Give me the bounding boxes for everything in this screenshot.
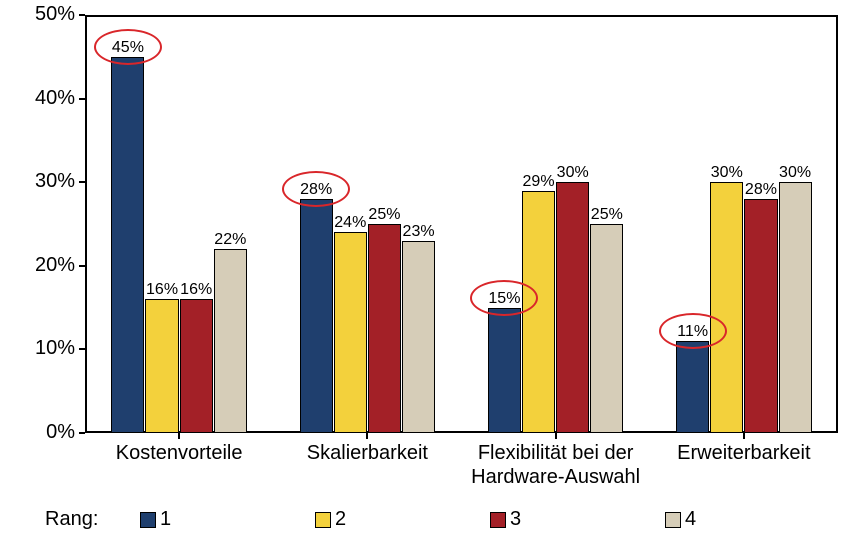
bar-value-label: 25%: [364, 206, 404, 224]
bar-rang-1: [676, 341, 709, 433]
bar-value-label: 30%: [553, 164, 593, 182]
y-axis-label: 10%: [23, 337, 75, 360]
bar-rang-4: [779, 182, 812, 433]
bar-rang-2: [145, 299, 178, 433]
y-axis-tick: [79, 348, 85, 350]
y-axis-label: 40%: [23, 87, 75, 110]
y-axis-tick: [79, 14, 85, 16]
x-axis-tick: [178, 433, 180, 439]
highlight-ellipse: [94, 29, 162, 65]
y-axis-tick: [79, 265, 85, 267]
y-axis-label: 30%: [23, 170, 75, 193]
legend-label: 4: [685, 508, 696, 531]
bar-rang-2: [334, 232, 367, 433]
y-axis-label: 50%: [23, 3, 75, 26]
x-axis-label: Kostenvorteile: [85, 441, 273, 465]
y-axis-tick: [79, 181, 85, 183]
bar-value-label: 30%: [707, 164, 747, 182]
bar-value-label: 30%: [775, 164, 815, 182]
bar-rang-4: [214, 249, 247, 433]
bar-value-label: 28%: [741, 181, 781, 199]
legend-swatch-rang-2: [315, 512, 331, 528]
y-axis-label: 20%: [23, 254, 75, 277]
bar-rang-4: [402, 241, 435, 433]
legend-label: 2: [335, 508, 346, 531]
legend-swatch-rang-4: [665, 512, 681, 528]
y-axis-label: 0%: [23, 421, 75, 444]
legend-label: 1: [160, 508, 171, 531]
bar-rang-3: [368, 224, 401, 433]
highlight-ellipse: [659, 313, 727, 349]
legend-title: Rang:: [45, 508, 98, 531]
bar-value-label: 16%: [176, 281, 216, 299]
x-axis-tick: [555, 433, 557, 439]
x-axis-tick: [743, 433, 745, 439]
legend-swatch-rang-3: [490, 512, 506, 528]
y-axis-tick: [79, 98, 85, 100]
x-axis-label: Skalierbarkeit: [273, 441, 461, 465]
bar-rang-1: [300, 199, 333, 433]
bar-rang-3: [556, 182, 589, 433]
y-axis-tick: [79, 432, 85, 434]
x-axis-label: Erweiterbarkeit: [650, 441, 838, 465]
legend-label: 3: [510, 508, 521, 531]
legend-swatch-rang-1: [140, 512, 156, 528]
bar-rang-4: [590, 224, 623, 433]
bar-rang-3: [180, 299, 213, 433]
bar-rang-1: [111, 57, 144, 433]
highlight-ellipse: [470, 280, 538, 316]
x-axis-label: Flexibilität bei derHardware-Auswahl: [462, 441, 650, 489]
bar-value-label: 25%: [587, 206, 627, 224]
bar-rang-3: [744, 199, 777, 433]
bar-value-label: 23%: [399, 223, 439, 241]
bar-rang-2: [710, 182, 743, 433]
bar-rang-2: [522, 191, 555, 433]
x-axis-tick: [366, 433, 368, 439]
highlight-ellipse: [282, 171, 350, 207]
bar-rang-1: [488, 308, 521, 433]
bar-value-label: 22%: [210, 231, 250, 249]
